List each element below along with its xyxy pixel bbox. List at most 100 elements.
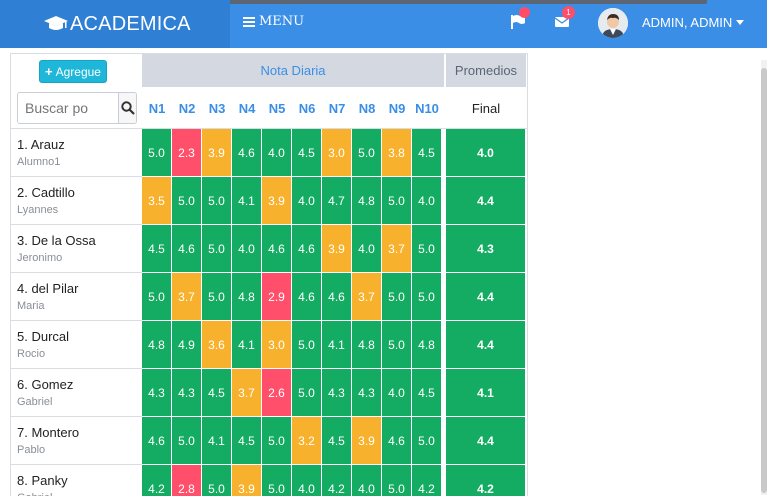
grade-cell[interactable]: 4.1 xyxy=(232,321,261,368)
column-header[interactable]: N9 xyxy=(388,100,406,116)
grade-cell[interactable]: 5.0 xyxy=(202,177,231,224)
add-button[interactable]: + Agregue xyxy=(39,60,107,83)
grade-cell[interactable]: 4.1 xyxy=(232,177,261,224)
grade-cell[interactable]: 2.8 xyxy=(172,465,201,496)
grade-cell[interactable]: 5.0 xyxy=(262,417,291,464)
column-header[interactable]: N10 xyxy=(415,100,439,116)
user-menu[interactable]: ADMIN, ADMIN xyxy=(642,15,745,30)
search-input[interactable] xyxy=(18,93,118,123)
grade-cell[interactable]: 3.8 xyxy=(382,129,411,176)
scrollbar[interactable] xyxy=(761,60,767,495)
grade-cell[interactable]: 4.0 xyxy=(292,465,321,496)
grade-cell[interactable]: 5.0 xyxy=(202,225,231,272)
grade-cell[interactable]: 4.5 xyxy=(142,225,171,272)
grade-cell[interactable]: 4.6 xyxy=(142,417,171,464)
column-header[interactable]: N5 xyxy=(268,100,286,116)
grade-cell[interactable]: 5.0 xyxy=(262,465,291,496)
grade-cell[interactable]: 3.9 xyxy=(232,465,261,496)
grade-cell[interactable]: 2.3 xyxy=(172,129,201,176)
grade-cell[interactable]: 4.0 xyxy=(232,225,261,272)
grade-cell[interactable]: 5.0 xyxy=(352,129,381,176)
grade-cell[interactable]: 4.6 xyxy=(382,417,411,464)
column-header[interactable]: N6 xyxy=(298,100,316,116)
grade-cell[interactable]: 5.0 xyxy=(202,273,231,320)
menu-toggle[interactable]: MENU xyxy=(243,14,304,29)
grade-cell[interactable]: 3.7 xyxy=(232,369,261,416)
grade-cell[interactable]: 5.0 xyxy=(412,417,441,464)
grade-cell[interactable]: 5.0 xyxy=(382,273,411,320)
table-row[interactable]: 5. Durcal Rocio 4.8 4.9 3.6 4.1 3.0 5.0 4.1 4.8 5.… xyxy=(11,321,527,369)
grade-cell[interactable]: 3.7 xyxy=(382,225,411,272)
table-row[interactable]: 7. Montero Pablo 4.6 5.0 4.1 4.5 5.0 3.2 4.5 3.9 4… xyxy=(11,417,527,465)
grade-cell[interactable]: 4.0 xyxy=(292,177,321,224)
grade-cell[interactable]: 3.5 xyxy=(142,177,171,224)
table-row[interactable]: 3. De la Ossa Jeronimo 4.5 4.6 5.0 4.0 4.6 4.6 3… xyxy=(11,225,527,273)
avatar[interactable] xyxy=(598,8,628,38)
grade-cell[interactable]: 2.9 xyxy=(262,273,291,320)
table-row[interactable]: 6. Gomez Gabriel 4.3 4.3 4.5 3.7 2.6 5.0 4.3 4.3 4… xyxy=(11,369,527,417)
messages-button[interactable]: 1 xyxy=(554,6,575,30)
grade-cell[interactable]: 4.6 xyxy=(232,129,261,176)
table-row[interactable]: 8. PankyGabriel4.22.85.03.95.04.04.24.05… xyxy=(11,465,527,496)
grade-cell[interactable]: 5.0 xyxy=(292,369,321,416)
grade-cell[interactable]: 4.0 xyxy=(352,225,381,272)
column-header[interactable]: N8 xyxy=(358,100,376,116)
grade-cell[interactable]: 4.3 xyxy=(142,369,171,416)
grade-cell[interactable]: 4.0 xyxy=(352,465,381,496)
brand[interactable]: ACADEMICA xyxy=(0,0,230,48)
grade-cell[interactable]: 4.2 xyxy=(322,465,351,496)
grade-cell[interactable]: 3.7 xyxy=(172,273,201,320)
grade-cell[interactable]: 4.2 xyxy=(412,465,441,496)
grade-cell[interactable]: 4.0 xyxy=(382,369,411,416)
grade-cell[interactable]: 2.6 xyxy=(262,369,291,416)
grade-cell[interactable]: 4.3 xyxy=(352,369,381,416)
grade-cell[interactable]: 5.0 xyxy=(172,177,201,224)
grade-cell[interactable]: 4.9 xyxy=(172,321,201,368)
grade-cell[interactable]: 4.5 xyxy=(322,417,351,464)
grade-cell[interactable]: 4.5 xyxy=(412,129,441,176)
grade-cell[interactable]: 4.8 xyxy=(352,177,381,224)
column-header[interactable]: N4 xyxy=(238,100,256,116)
grade-cell[interactable]: 4.8 xyxy=(142,321,171,368)
grade-cell[interactable]: 5.0 xyxy=(382,465,411,496)
grade-cell[interactable]: 5.0 xyxy=(202,465,231,496)
grade-cell[interactable]: 5.0 xyxy=(142,129,171,176)
grade-cell[interactable]: 4.3 xyxy=(322,369,351,416)
grade-cell[interactable]: 4.8 xyxy=(352,321,381,368)
grade-cell[interactable]: 3.9 xyxy=(262,177,291,224)
grade-cell[interactable]: 3.0 xyxy=(262,321,291,368)
scrollbar-thumb[interactable] xyxy=(761,68,767,493)
grade-cell[interactable]: 3.6 xyxy=(202,321,231,368)
grade-cell[interactable]: 3.2 xyxy=(292,417,321,464)
grade-cell[interactable]: 4.5 xyxy=(292,129,321,176)
grade-cell[interactable]: 4.5 xyxy=(232,417,261,464)
table-row[interactable]: 2. Cadtillo Lyannes 3.5 5.0 5.0 4.1 3.9 4.0 4.7 4… xyxy=(11,177,527,225)
table-row[interactable]: 4. del Pilar Maria 5.0 3.7 5.0 4.8 2.9 4.6 4.6 3.… xyxy=(11,273,527,321)
grade-cell[interactable]: 3.0 xyxy=(322,129,351,176)
grade-cell[interactable]: 4.6 xyxy=(262,225,291,272)
grade-cell[interactable]: 4.1 xyxy=(322,321,351,368)
column-header[interactable]: N3 xyxy=(208,100,226,116)
notifications-button[interactable] xyxy=(510,7,530,30)
grade-cell[interactable]: 5.0 xyxy=(412,225,441,272)
grade-cell[interactable]: 4.2 xyxy=(142,465,171,496)
grade-cell[interactable]: 3.9 xyxy=(352,417,381,464)
grade-cell[interactable]: 4.1 xyxy=(202,417,231,464)
grade-cell[interactable]: 4.6 xyxy=(292,225,321,272)
table-row[interactable]: 1. Arauz Alumno1 5.0 2.3 3.9 4.6 4.0 4.5 3.0 5.0 3… xyxy=(11,129,527,177)
grade-cell[interactable]: 3.9 xyxy=(202,129,231,176)
grade-cell[interactable]: 5.0 xyxy=(382,321,411,368)
grade-cell[interactable]: 4.6 xyxy=(292,273,321,320)
grade-cell[interactable]: 3.7 xyxy=(352,273,381,320)
grade-cell[interactable]: 5.0 xyxy=(412,273,441,320)
grade-cell[interactable]: 4.3 xyxy=(172,369,201,416)
grade-cell[interactable]: 4.5 xyxy=(202,369,231,416)
grade-cell[interactable]: 4.8 xyxy=(412,321,441,368)
column-header[interactable]: N1 xyxy=(148,100,166,116)
search-button[interactable] xyxy=(118,93,136,123)
grade-cell[interactable]: 4.6 xyxy=(322,273,351,320)
grade-cell[interactable]: 5.0 xyxy=(172,417,201,464)
grade-cell[interactable]: 4.6 xyxy=(172,225,201,272)
column-header[interactable]: N7 xyxy=(328,100,346,116)
grade-cell[interactable]: 4.0 xyxy=(412,177,441,224)
